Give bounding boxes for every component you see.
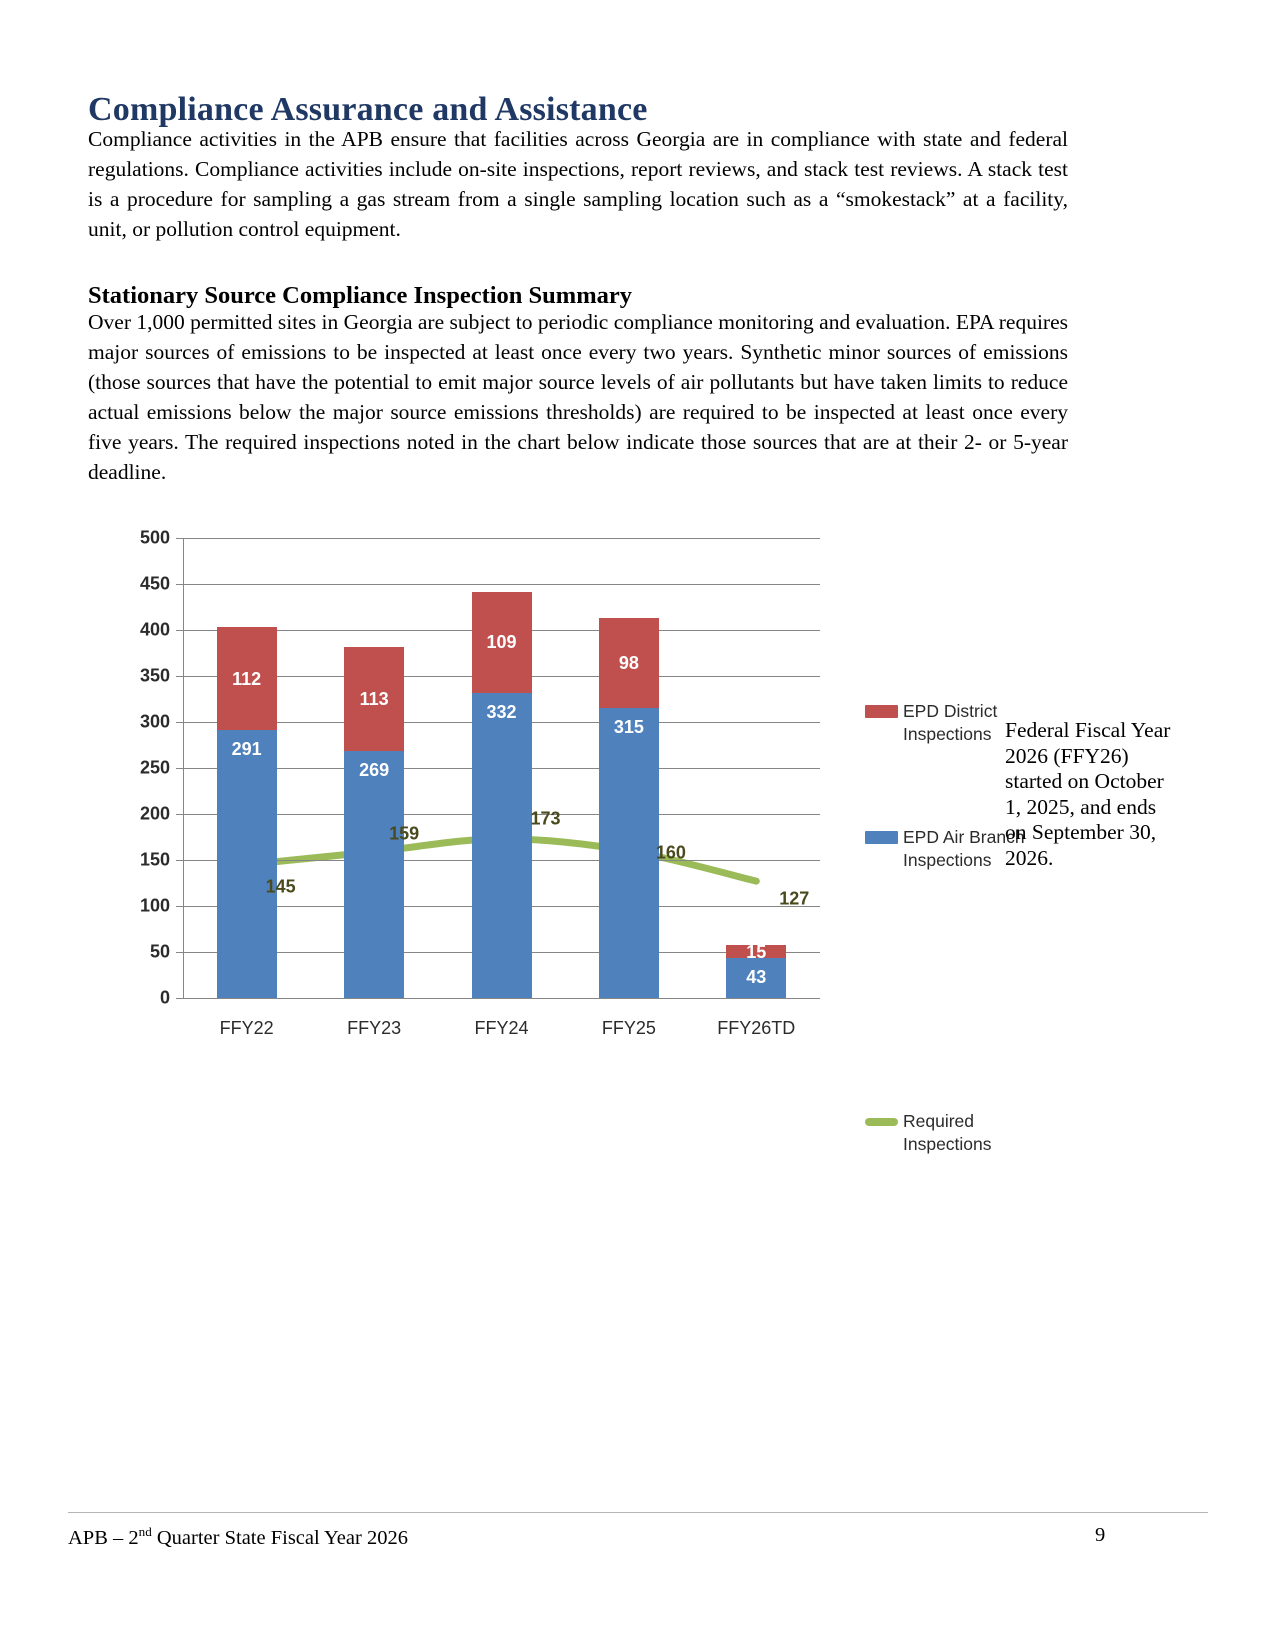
footer-divider <box>68 1512 1208 1513</box>
y-axis-tick-label: 350 <box>139 665 170 686</box>
bar-segment-district[interactable] <box>216 627 277 731</box>
bar-value-label-district: 109 <box>486 632 517 653</box>
x-axis-category-label: FFY25 <box>601 1018 656 1038</box>
legend-item-required-inspections: Required Inspections <box>865 1110 1025 1156</box>
legend-item-epd-air-branch: EPD Air Branch Inspections <box>865 826 1025 872</box>
y-axis-tick <box>176 860 183 861</box>
y-axis-tick-label: 100 <box>139 895 170 916</box>
chart-bar-column[interactable]: 291 112 FFY22 <box>216 627 277 1038</box>
bar-value-label-air-branch: 332 <box>486 701 517 722</box>
bar-segment-air-branch[interactable] <box>471 692 532 998</box>
bar-value-label-air-branch: 269 <box>359 759 390 780</box>
bar-segment-district[interactable] <box>471 592 532 693</box>
y-axis-tick-label: 50 <box>149 941 170 962</box>
y-axis-tick-label: 500 <box>139 527 170 548</box>
legend-swatch-blue-icon <box>865 831 898 844</box>
y-axis-tick <box>176 814 183 815</box>
y-axis-tick <box>176 906 183 907</box>
bar-value-label-district: 112 <box>232 668 262 689</box>
y-axis-tick <box>176 952 183 953</box>
y-axis-tick <box>176 538 183 539</box>
legend-label-epd-air-branch: EPD Air Branch Inspections <box>903 827 1025 870</box>
y-axis-tick-label: 150 <box>139 849 170 870</box>
footer-text-prefix: APB – 2 <box>68 1526 139 1549</box>
line-value-label: 159 <box>389 823 420 844</box>
bar-value-label-district: 113 <box>359 688 389 709</box>
y-axis-tick <box>176 998 183 999</box>
chart-gridline <box>183 538 820 539</box>
chart-gridline <box>183 584 820 585</box>
bar-value-label-district: 98 <box>618 653 639 674</box>
page-title: Compliance Assurance and Assistance <box>88 90 648 128</box>
bar-segment-air-branch[interactable] <box>216 730 277 998</box>
y-axis-tick <box>176 584 183 585</box>
legend-item-epd-district: EPD District Inspections <box>865 700 1025 746</box>
y-axis-tick <box>176 630 183 631</box>
bar-value-label-air-branch: 315 <box>613 717 644 738</box>
footer-text-ordinal: nd <box>138 1524 152 1539</box>
bar-segment-air-branch[interactable] <box>344 750 405 998</box>
bar-value-label-district: 15 <box>746 941 767 962</box>
section-subheading: Stationary Source Compliance Inspection … <box>88 282 633 310</box>
chart-bar-column[interactable]: 332 109 FFY24 <box>471 592 532 1038</box>
footer-text-suffix: Quarter State Fiscal Year 2026 <box>151 1526 408 1549</box>
x-axis-category-label: FFY22 <box>219 1018 274 1038</box>
bar-value-label-air-branch: 291 <box>231 739 262 760</box>
legend-swatch-red-icon <box>865 705 898 718</box>
chart-bar-column[interactable]: 269 113 FFY23 <box>344 646 405 1038</box>
y-axis-tick-label: 200 <box>139 803 170 824</box>
chart-gridline <box>183 998 820 999</box>
y-axis-tick-label: 400 <box>139 619 170 640</box>
legend-swatch-green-line-icon <box>865 1118 898 1126</box>
chart-bar-column[interactable]: 315 98 FFY25 <box>598 618 659 1038</box>
line-value-label: 160 <box>655 842 686 863</box>
intro-paragraph: Compliance activities in the APB ensure … <box>88 127 1068 241</box>
footer-text: APB – 2nd Quarter State Fiscal Year 2026 <box>68 1524 408 1550</box>
x-axis-category-label: FFY23 <box>347 1018 402 1038</box>
line-value-label: 127 <box>779 888 810 909</box>
y-axis-tick <box>176 676 183 677</box>
bar-segment-district[interactable] <box>598 618 659 709</box>
chart-plot-area: 500 450 400 350 300 250 200 150 100 50 0 291 112 FFY2… <box>140 528 820 1038</box>
chart-bar-column[interactable]: 43 15 FFY26TD <box>717 941 795 1038</box>
y-axis-tick-label: 250 <box>139 757 170 778</box>
y-axis-tick <box>176 722 183 723</box>
summary-paragraph: Over 1,000 permitted sites in Georgia ar… <box>88 310 1068 484</box>
legend-label-required-inspections: Required Inspections <box>903 1111 992 1154</box>
x-axis-category-label: FFY26TD <box>717 1018 796 1038</box>
bar-segment-district[interactable] <box>344 646 405 751</box>
y-axis-tick <box>176 768 183 769</box>
y-axis-tick-label: 450 <box>139 573 170 594</box>
bar-segment-air-branch[interactable] <box>598 708 659 998</box>
line-value-label: 145 <box>265 876 296 897</box>
footer-page-number: 9 <box>1095 1524 1106 1546</box>
bar-value-label-air-branch: 43 <box>746 967 767 988</box>
fiscal-year-note: Federal Fiscal Year 2026 (FFY26) started… <box>1005 718 1171 870</box>
bar-segment-air-branch[interactable] <box>726 958 787 998</box>
x-axis-category-label: FFY24 <box>474 1018 529 1038</box>
line-value-label: 173 <box>530 808 561 829</box>
y-axis-tick-label: 300 <box>139 711 170 732</box>
bar-segment-district[interactable] <box>726 944 787 959</box>
y-axis-tick-label: 0 <box>159 987 170 1008</box>
legend-label-epd-district: EPD District Inspections <box>903 701 998 744</box>
inspection-summary-chart: 500 450 400 350 300 250 200 150 100 50 0 291 112 FFY2… <box>130 520 1090 1155</box>
